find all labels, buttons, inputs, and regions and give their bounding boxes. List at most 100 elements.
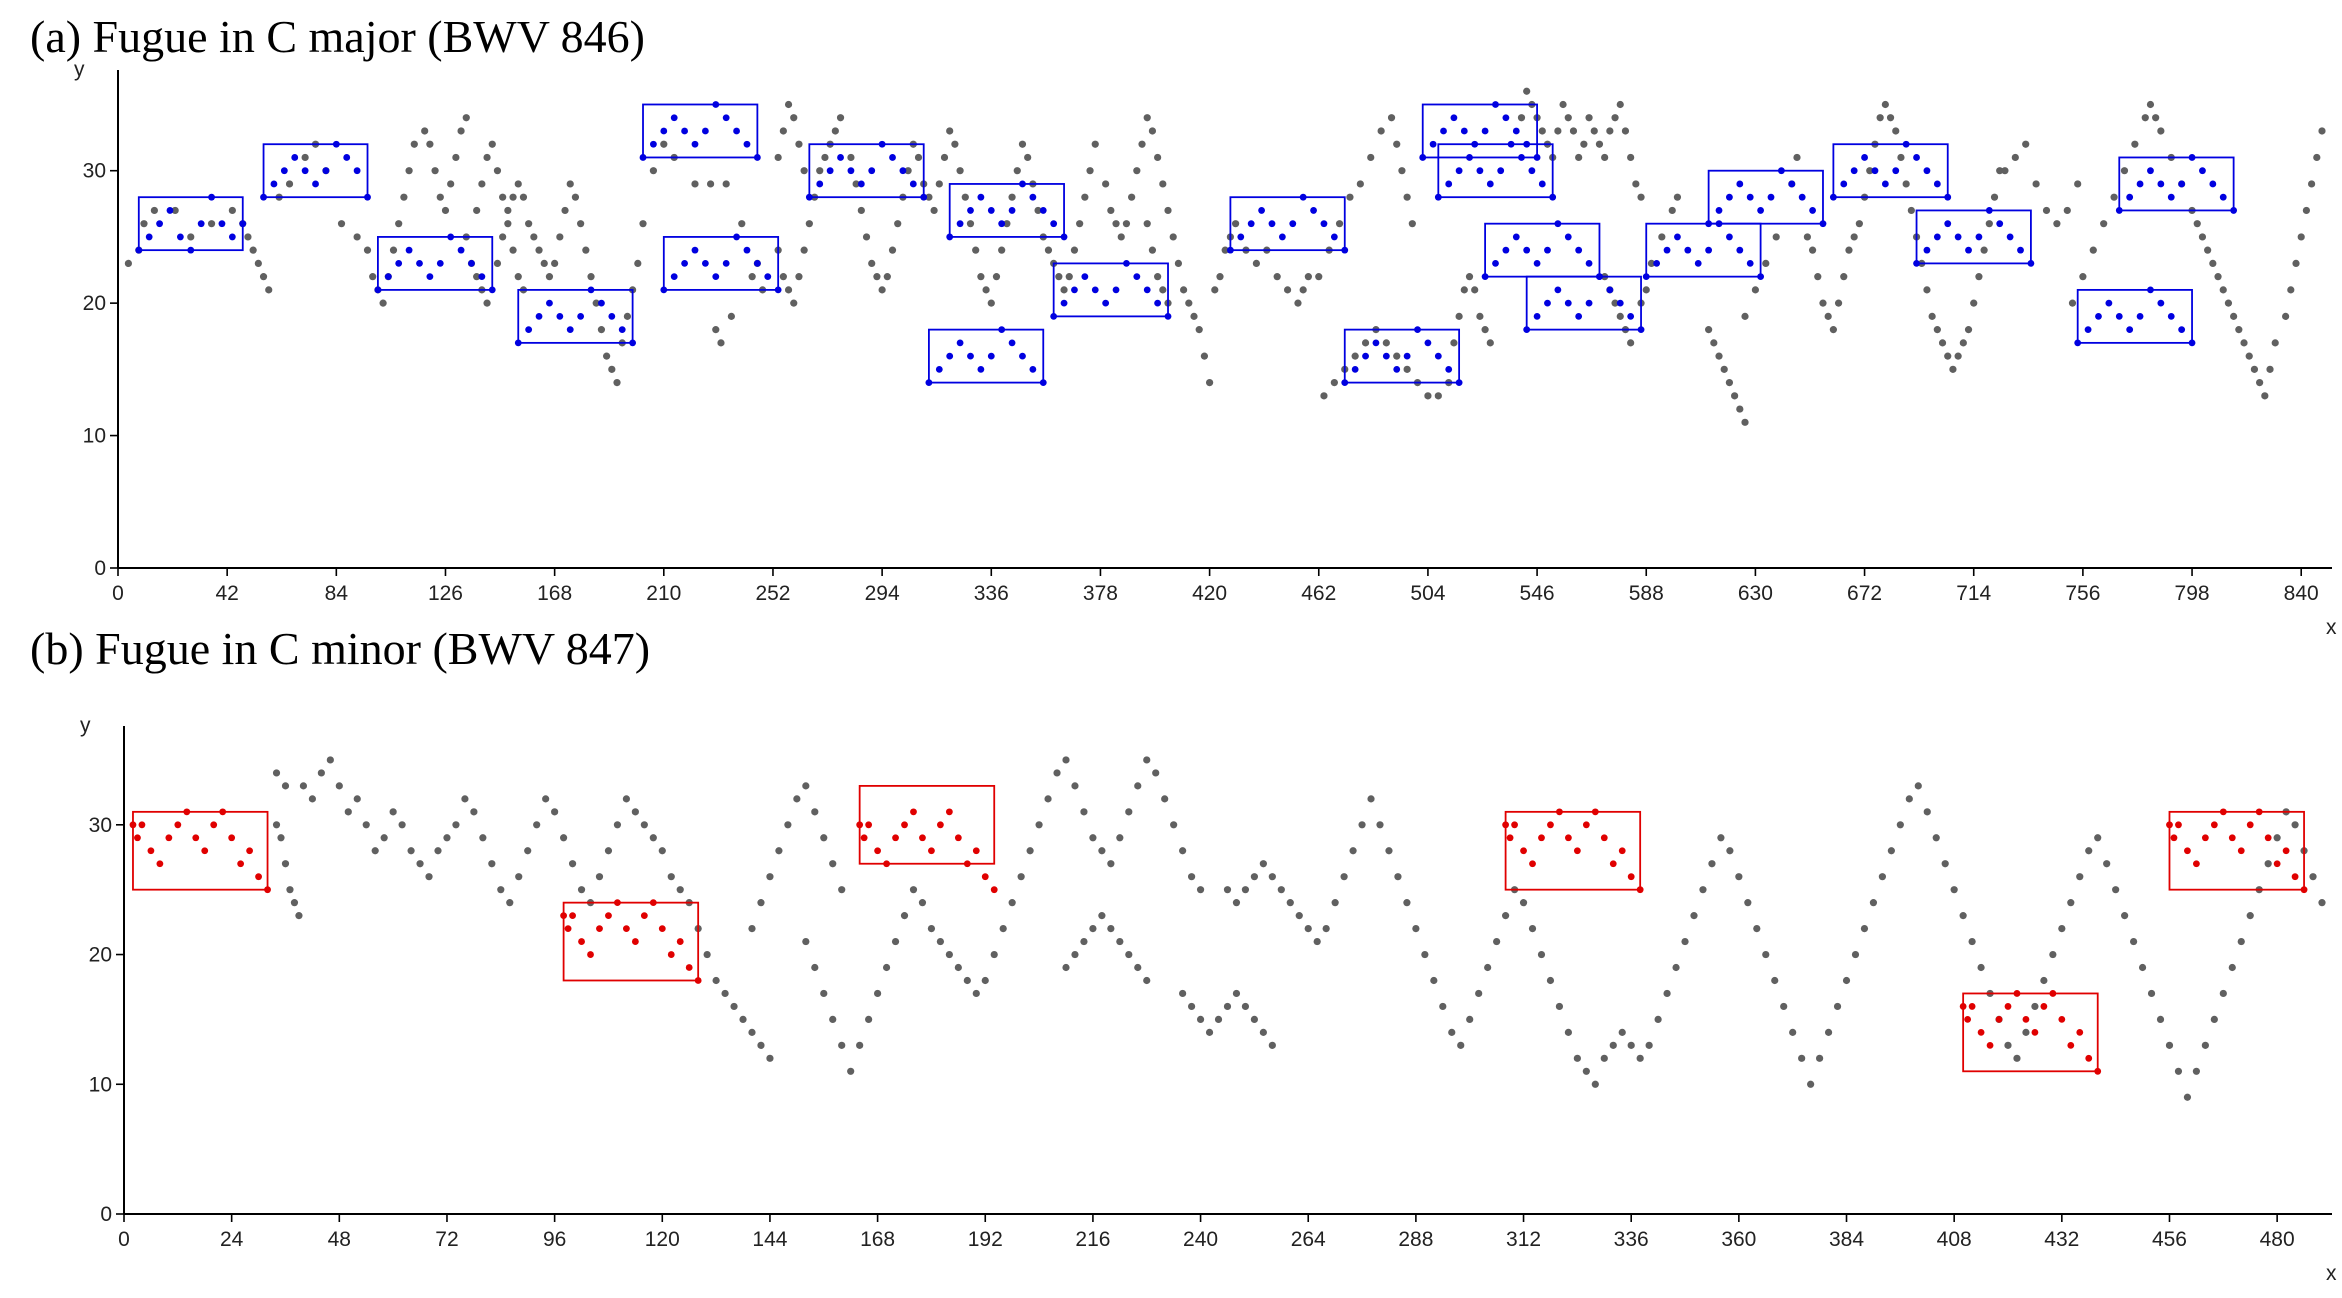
note-point [1408,220,1416,228]
subject-note-point [192,834,200,842]
subject-note-point [860,834,868,842]
subject-note-point [156,860,164,868]
subject-note-point [1528,167,1536,175]
subject-note-point [1476,167,1484,175]
subject-note-point [1351,365,1359,373]
note-point [566,180,574,188]
subject-note-point [2273,860,2281,868]
note-point [966,220,975,228]
note-point [1502,912,1510,920]
note-point [452,153,460,162]
note-point [1134,782,1142,790]
note-point [981,976,989,985]
subject-note-point [2040,1003,2048,1010]
x-tick-label: 252 [755,582,790,605]
note-point [1808,246,1817,254]
subject-occurrence-box [1437,143,1554,199]
subject-note-point [2193,860,2200,868]
note-point [514,273,522,281]
note-point [1471,286,1479,294]
note-point [676,886,684,894]
note-point [1299,286,1307,294]
note-point [757,899,765,907]
subject-note-point [1445,180,1453,188]
subject-note-point [1627,312,1635,320]
subject-note-point [270,180,278,188]
subject-note-point [1554,220,1562,228]
subject-note-point [218,220,226,228]
note-point [2085,847,2093,855]
note-point [1736,405,1744,413]
note-point [2204,246,2212,254]
note-point [1055,273,1063,281]
subject-note-point [2013,990,2021,997]
subject-note-point [1627,873,1635,881]
subject-note-point [805,193,813,201]
note-point [1283,286,1292,294]
note-point [1751,286,1760,294]
note-point [900,912,909,920]
note-point [1349,847,1357,855]
subject-note-point [935,365,943,373]
note-point [1008,193,1016,201]
note-point [1964,326,1973,334]
x-tick-label: 480 [2260,1228,2295,1251]
note-point [1340,873,1348,881]
subject-note-point [2006,233,2014,241]
subject-note-point [676,938,684,945]
note-point [551,259,559,268]
subject-note-point [650,140,657,148]
note-point [1517,114,1526,122]
subject-note-point [865,821,873,829]
note-point [757,1041,765,1049]
subject-note-point [1019,180,1026,188]
note-point [1268,1041,1276,1049]
note-point [389,246,398,254]
note-point [793,795,801,803]
note-point [1996,167,2004,175]
note-point [888,246,897,254]
subject-note-point [629,339,637,347]
subject-note-point [546,299,553,307]
note-point [447,180,455,188]
subject-note-point [1788,180,1796,188]
note-point [784,100,793,109]
subject-note-point [426,273,434,281]
note-point [779,273,787,281]
note-point [2214,273,2222,281]
note-point [1725,378,1734,387]
subject-note-point [312,180,319,188]
subject-occurrence-box [1962,992,2099,1073]
subject-note-point [1968,1003,1976,1010]
subject-note-point [1512,233,1520,241]
note-point [1179,847,1187,855]
subject-occurrence-box [1525,275,1642,331]
subject-note-point [722,114,730,122]
note-point [1708,860,1716,868]
note-point [335,782,343,790]
subject-note-point [2199,167,2206,175]
note-point [1559,100,1567,109]
note-point [1376,821,1384,829]
subject-note-point [2170,834,2178,842]
x-tick-label: 126 [428,582,463,605]
subject-note-point [416,260,423,267]
subject-note-point [694,977,702,984]
note-point [1076,220,1084,228]
subject-occurrence-box [1343,328,1461,384]
note-point [1923,808,1931,816]
note-point [1205,1028,1214,1036]
note-point [836,114,845,122]
subject-note-point [1429,140,1437,148]
note-point [308,795,316,803]
subject-note-point [1502,821,1509,829]
subject-note-point [280,167,288,175]
note-point [1627,339,1635,347]
x-tick-label: 96 [543,1228,566,1251]
subject-note-point [667,951,675,958]
subject-note-point [1050,220,1058,228]
note-point [1618,1028,1626,1036]
note-point [1595,140,1604,148]
subject-note-point [743,246,751,254]
subject-occurrence-box [1707,169,1824,225]
